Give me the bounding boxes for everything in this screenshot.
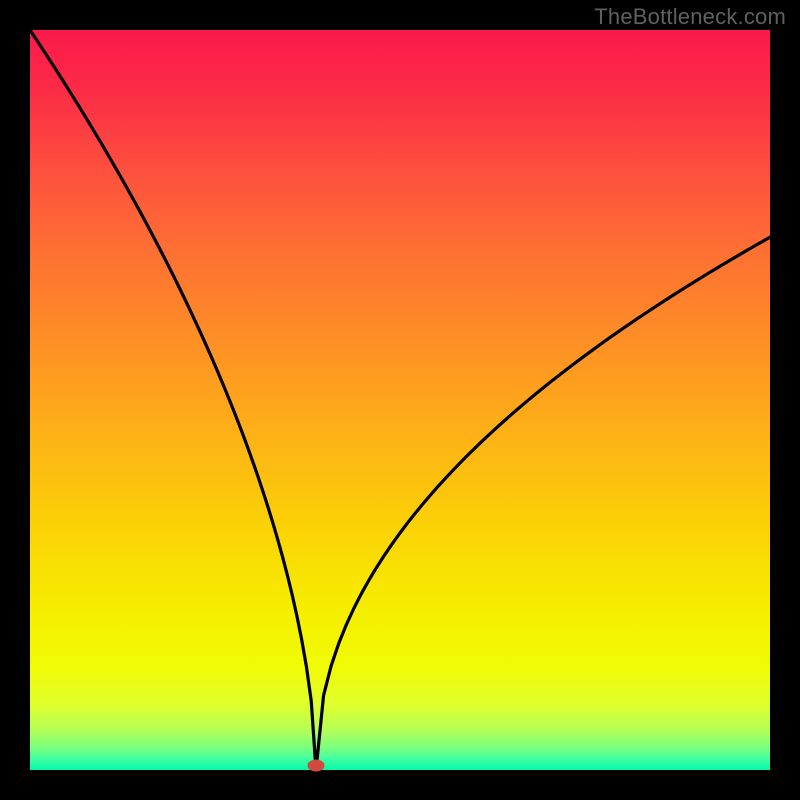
watermark-text: TheBottleneck.com [594,4,786,30]
bottleneck-chart [0,0,800,800]
vertex-marker [308,760,325,772]
plot-background [30,30,770,770]
